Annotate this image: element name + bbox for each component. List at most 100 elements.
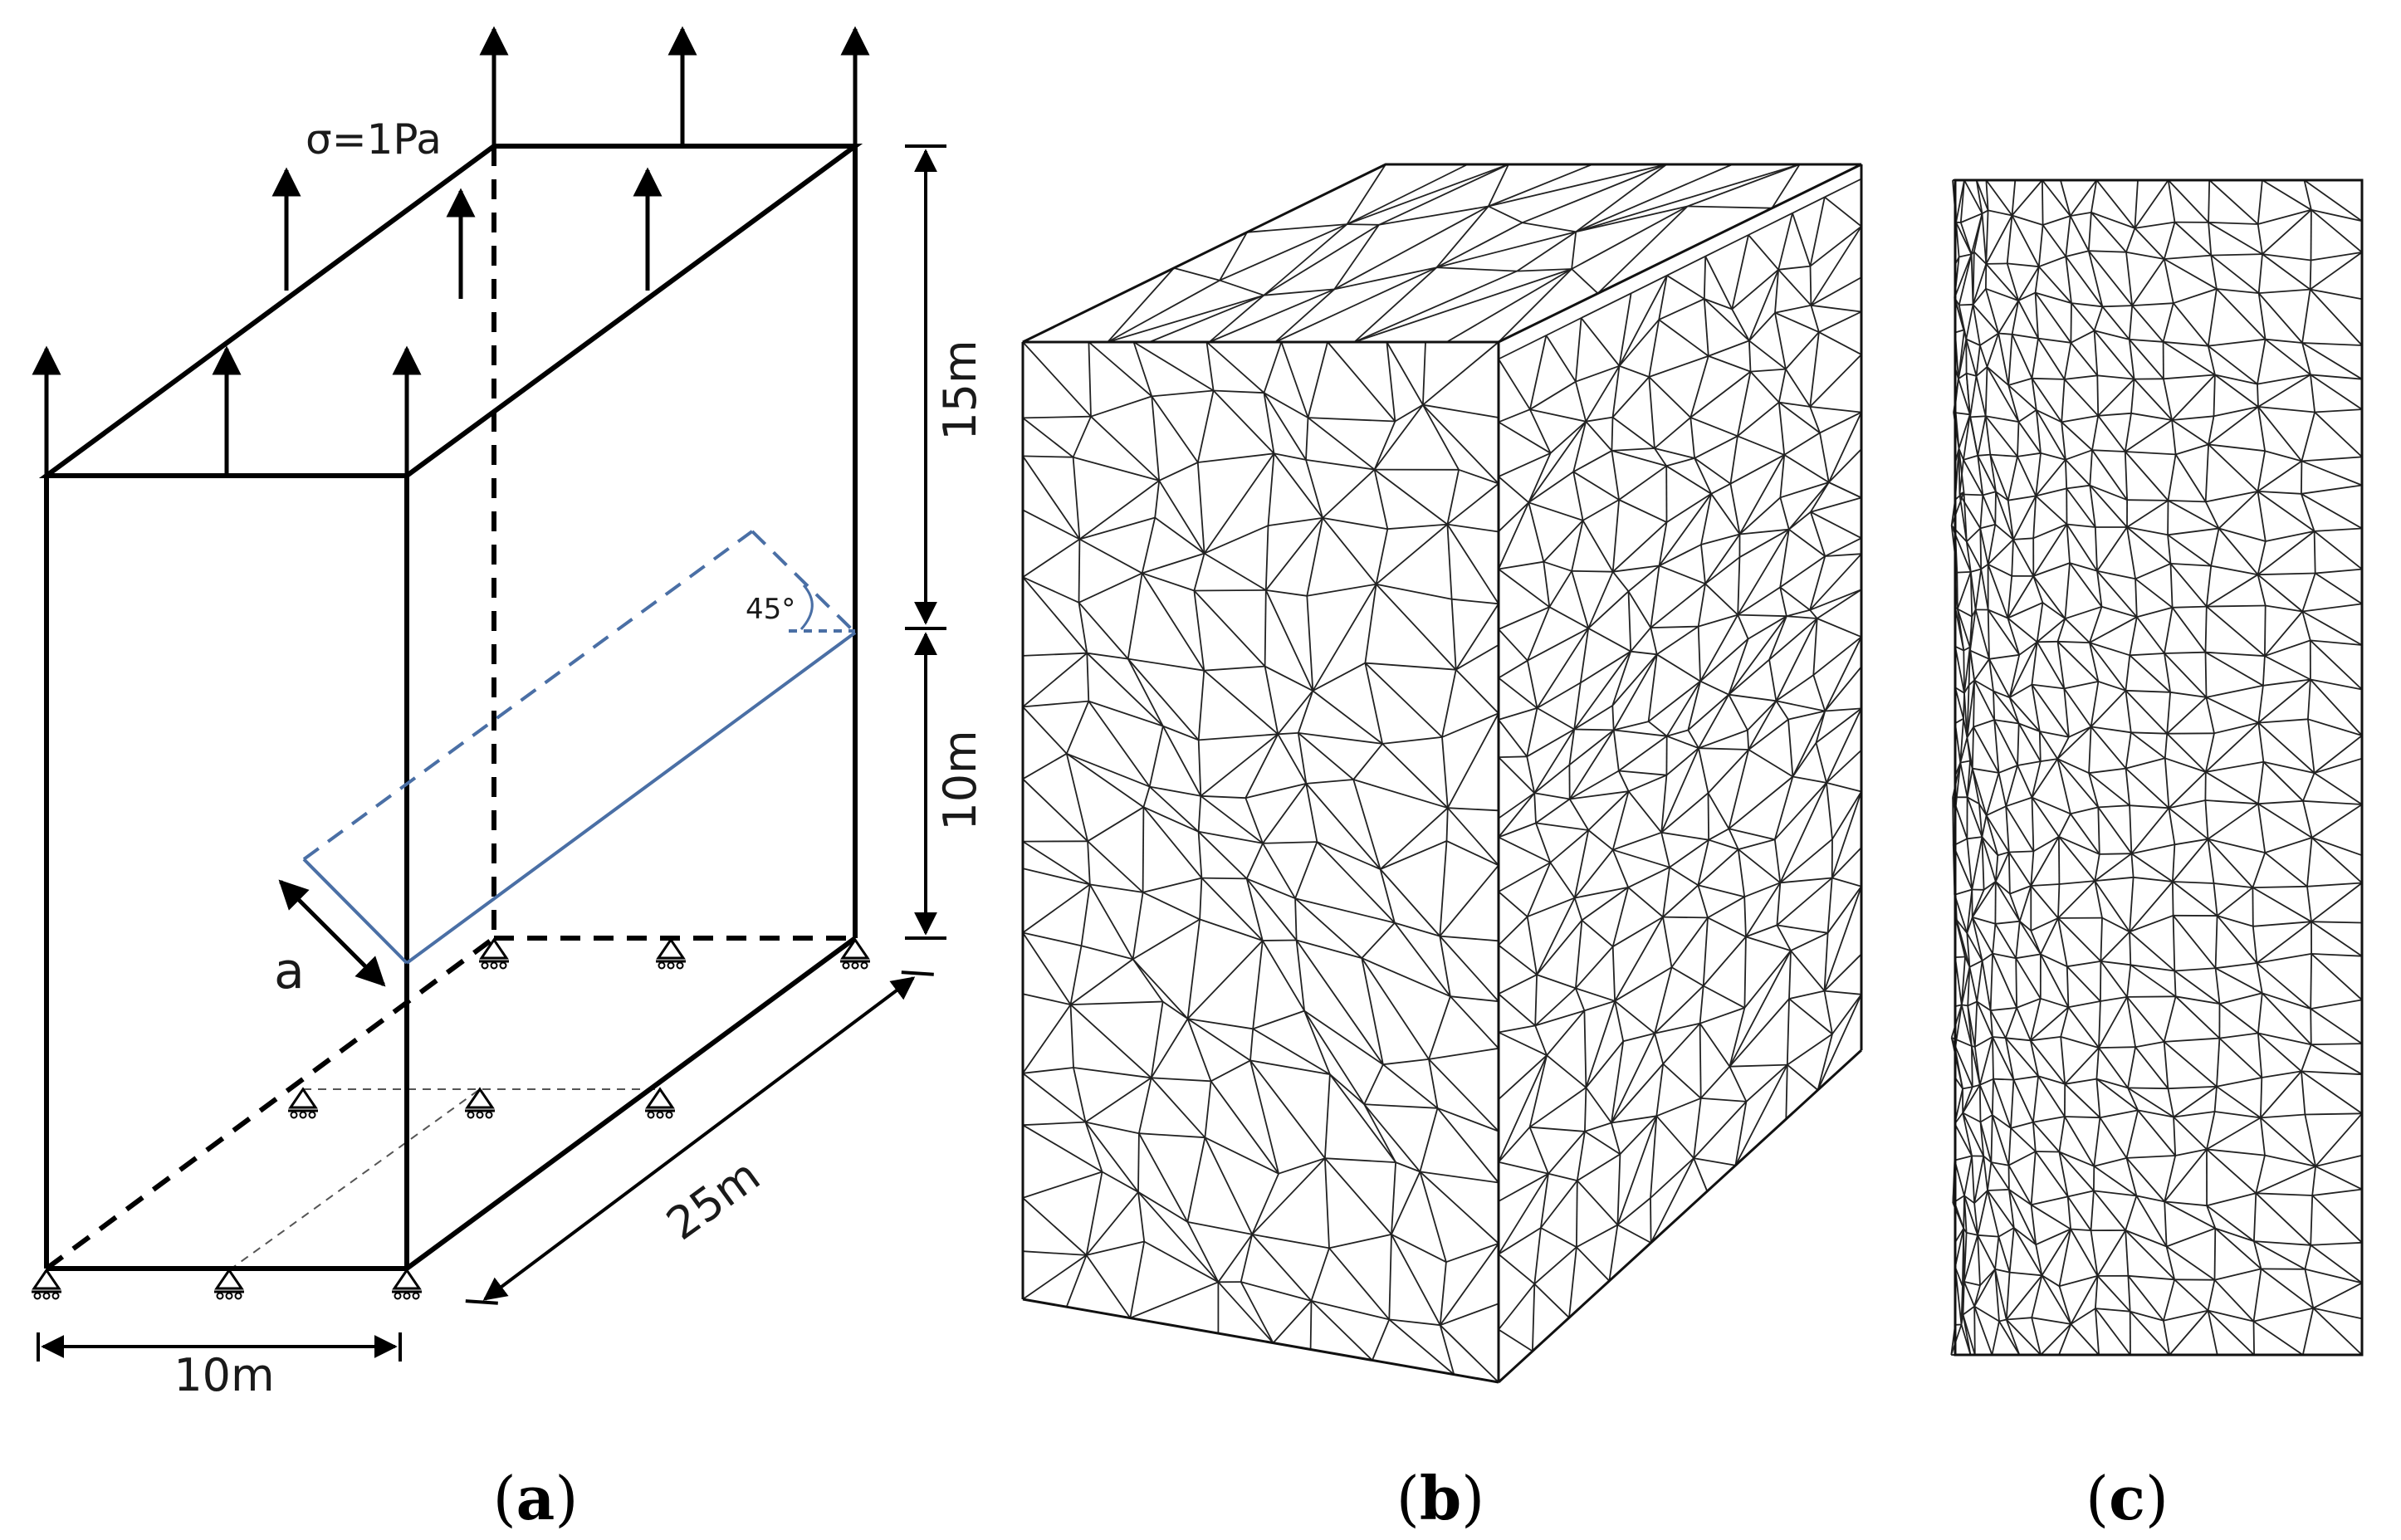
caption-b-close: ) [1461, 1464, 1484, 1533]
mesh-edge [2136, 1195, 2165, 1203]
mesh-edge [1707, 749, 1749, 794]
mesh-edge [1824, 636, 1862, 711]
mesh-edge [1729, 436, 1738, 484]
mesh-edge [1614, 1000, 1655, 1034]
mesh-edge [1150, 1001, 1164, 1078]
mesh-edge [1584, 1000, 1616, 1012]
mesh-edge [1979, 528, 1983, 570]
mesh-edge [1728, 694, 1748, 731]
mesh-edge [2070, 342, 2099, 376]
mesh-edge [1972, 252, 1975, 305]
mesh-edge [2260, 1268, 2314, 1309]
mesh-edge [1973, 1001, 1978, 1047]
width-label: 10m [174, 1349, 274, 1401]
mesh-edge [1526, 862, 1552, 917]
mesh-edge [1748, 718, 1789, 750]
mesh-edge [2098, 412, 2132, 417]
mesh-edge [1812, 674, 1826, 711]
mesh-edge [2207, 1309, 2255, 1356]
mesh-edge [2125, 251, 2164, 260]
mesh-edge [1955, 222, 1960, 257]
mesh-edge [1963, 1281, 1981, 1287]
mesh-edge [1982, 495, 1997, 526]
mesh-edge [2007, 456, 2018, 501]
mesh-edge [1973, 1306, 1976, 1356]
mesh-edge [1534, 987, 1577, 1027]
mesh-edge [1498, 836, 1551, 863]
mesh-edge [2091, 449, 2125, 452]
mesh-edge [1631, 274, 1668, 295]
mesh-edge [1419, 1107, 1439, 1172]
mesh-edge [1958, 493, 1982, 529]
mesh-edge [1810, 482, 1830, 513]
mesh-edge [1962, 1086, 1973, 1090]
mesh-edge [1987, 564, 2009, 618]
mesh-edge [2032, 575, 2066, 619]
mesh-edge [2037, 618, 2066, 643]
mesh-edge [1022, 1067, 1074, 1074]
mesh-edge [1990, 1007, 2017, 1011]
mesh-edge [1967, 836, 1983, 840]
mesh-edge [2301, 342, 2311, 375]
mesh-edge [1249, 1059, 1331, 1075]
mesh-edge [1587, 571, 1614, 629]
mesh-edge [1983, 1155, 1992, 1163]
mesh-edge [1787, 1033, 1833, 1066]
mesh-edge [2008, 1189, 2037, 1245]
mesh-edge [2208, 443, 2266, 452]
mesh-edge [1498, 1054, 1548, 1100]
mesh-edge [1353, 266, 1438, 343]
mesh-edge [1779, 838, 1833, 883]
mesh-edge [1666, 255, 1706, 276]
mesh-edge [1969, 415, 1986, 418]
mesh-edge [2257, 384, 2259, 408]
mesh-edge [1992, 1114, 2012, 1129]
mesh-edge [1378, 205, 1489, 226]
mesh-edge [2258, 288, 2311, 294]
mesh-edge [1088, 700, 1164, 727]
mesh-edge [2208, 222, 2258, 225]
mesh-edge [2040, 953, 2070, 1008]
mesh-edge [1616, 1224, 1652, 1244]
mesh-edge [1779, 497, 1790, 530]
mesh-edge [2094, 853, 2132, 882]
mesh-edge [1993, 691, 1996, 721]
mesh-edge [1498, 1024, 1536, 1034]
mesh-edge [1817, 994, 1862, 1091]
mesh-edge [1548, 570, 1572, 608]
mesh-edge [2164, 1041, 2218, 1088]
mesh-edge [1395, 1161, 1421, 1173]
mesh-edge [1775, 700, 1789, 721]
mesh-edge [1748, 312, 1776, 342]
mesh-edge [2173, 1116, 2208, 1151]
mesh-edge [1568, 1247, 1577, 1318]
mesh-edge [1969, 609, 1977, 651]
mesh-edge [1826, 878, 1833, 933]
mesh-edge [1498, 476, 1529, 503]
mesh-edge [2164, 758, 2170, 809]
mesh-edge [1963, 491, 1968, 542]
mesh-edge [1971, 917, 1983, 961]
mesh-edge [1956, 919, 1968, 934]
mesh-edge [1995, 920, 2020, 925]
mesh-edge [2208, 443, 2259, 492]
mesh-edge [2311, 208, 2363, 222]
mesh-edge [2260, 1117, 2266, 1156]
mesh-edge [1655, 1098, 1702, 1117]
mesh-edge [1065, 753, 1088, 842]
mesh-edge [1699, 614, 1738, 682]
mesh-edge [2036, 641, 2066, 689]
mesh-edge [1965, 373, 1971, 418]
mesh-edge [2094, 526, 2098, 571]
mesh-edge [1498, 974, 1538, 995]
mesh-edge [1197, 831, 1248, 880]
mesh-edge [2007, 575, 2035, 618]
mesh-edge [2069, 179, 2098, 217]
mesh-edge [2088, 772, 2100, 808]
mesh-edge [1571, 268, 1599, 295]
mesh-edge [1985, 814, 1999, 856]
mesh-edge [2134, 227, 2165, 260]
caption-b-letter: b [1420, 1463, 1461, 1533]
mesh-edge [1084, 1122, 1139, 1193]
mesh-edge [1571, 205, 1689, 270]
